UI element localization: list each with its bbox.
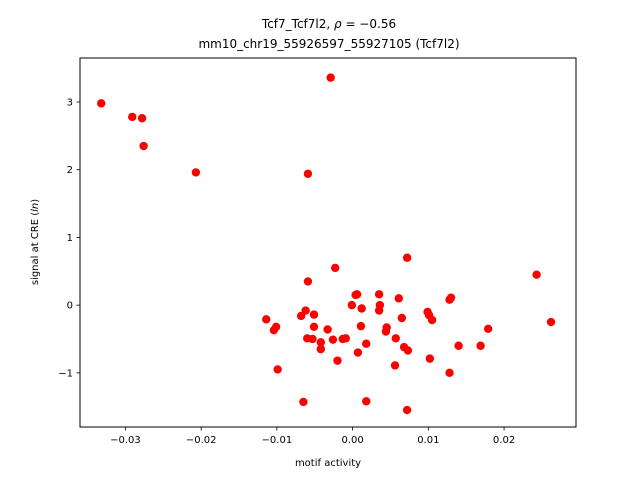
plot-area-frame [79, 57, 577, 428]
data-point-8 [330, 263, 340, 273]
y-tick-label-1: 0 [67, 301, 73, 312]
x-tick-label-3: 0.00 [341, 435, 363, 446]
x-tick-label-1: −0.02 [186, 435, 217, 446]
data-point-28 [397, 313, 407, 323]
data-point-1 [128, 112, 137, 122]
y-axis-label: signal at CRE (ln) [30, 199, 41, 285]
data-point-56 [445, 368, 454, 378]
data-point-34 [356, 321, 366, 331]
x-tick-label-2: −0.01 [262, 435, 293, 446]
data-point-57 [299, 397, 308, 407]
data-point-58 [362, 397, 371, 406]
data-point-21 [374, 306, 384, 315]
y-tick-label-4: 3 [67, 98, 73, 109]
data-point-49 [476, 341, 485, 350]
data-point-43 [341, 334, 350, 343]
data-point-36 [381, 327, 391, 336]
data-point-52 [333, 356, 342, 365]
data-point-55 [273, 365, 282, 374]
data-point-15 [394, 294, 403, 303]
data-point-54 [390, 361, 400, 370]
data-point-44 [362, 339, 371, 348]
data-point-51 [353, 348, 363, 357]
x-tick-label-4: 0.01 [417, 435, 439, 446]
data-point-37 [483, 324, 493, 334]
data-points [97, 73, 556, 415]
x-axis-label: motif activity [295, 458, 361, 469]
data-point-32 [309, 322, 319, 331]
data-point-53 [425, 354, 435, 363]
data-point-48 [454, 341, 463, 350]
data-point-11 [546, 317, 556, 327]
data-point-6 [303, 169, 313, 178]
data-point-45 [391, 334, 400, 343]
x-tick-label-5: 0.02 [493, 435, 515, 446]
data-point-9 [303, 277, 313, 286]
data-point-7 [402, 253, 412, 262]
data-point-40 [316, 338, 326, 347]
y-axis-ticks: −1 0 1 2 3 [58, 98, 80, 379]
data-point-3 [139, 141, 148, 151]
y-tick-label-3: 2 [67, 165, 73, 176]
data-point-24 [309, 310, 319, 319]
data-point-2 [137, 114, 147, 123]
data-point-14 [374, 290, 384, 299]
data-point-23 [296, 311, 306, 321]
data-point-10 [532, 270, 541, 279]
data-point-41 [328, 335, 338, 344]
data-point-59 [402, 405, 412, 415]
data-point-20 [357, 304, 366, 313]
data-point-4 [191, 168, 201, 177]
data-point-27 [427, 315, 437, 325]
data-point-50 [316, 344, 326, 354]
x-axis-ticks: −0.03 −0.02 −0.01 0.00 0.01 0.02 [110, 427, 515, 446]
data-point-33 [323, 325, 332, 334]
data-point-17 [445, 295, 454, 304]
data-point-13 [352, 290, 362, 299]
data-point-29 [262, 315, 271, 324]
x-tick-label-0: −0.03 [110, 435, 141, 446]
data-point-31 [269, 325, 279, 335]
chart-title-line1: Tcf7_Tcf7l2, ρ = −0.56 [261, 17, 396, 31]
chart-title-line2: mm10_chr19_55926597_55927105 (Tcf7l2) [198, 37, 459, 51]
data-point-19 [347, 300, 357, 310]
y-tick-label-0: −1 [58, 368, 73, 379]
data-point-0 [97, 99, 106, 108]
data-point-39 [308, 334, 317, 344]
y-tick-label-2: 1 [67, 233, 73, 244]
data-point-5 [326, 73, 335, 82]
data-point-47 [403, 346, 413, 355]
